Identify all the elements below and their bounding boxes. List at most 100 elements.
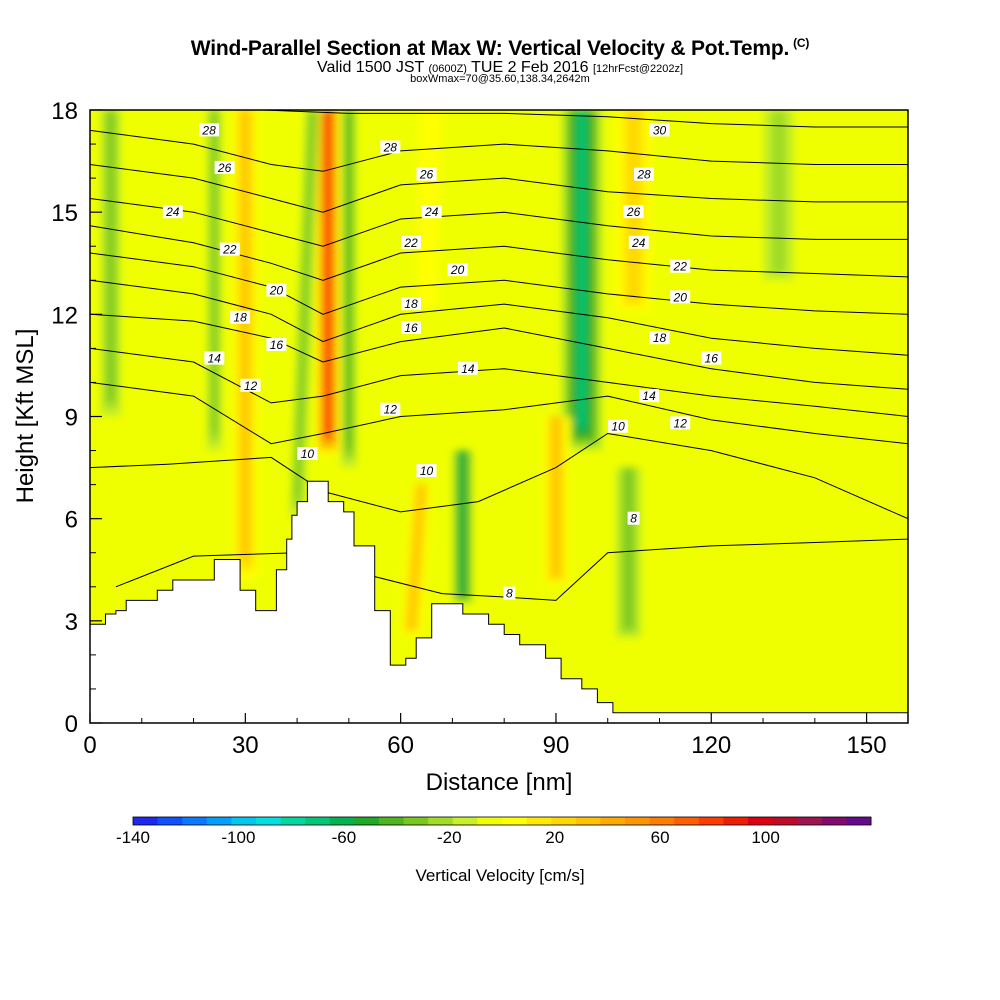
- colorbar-swatch: [354, 817, 380, 825]
- forecast-info: [12hrFcst@2202z]: [592, 63, 684, 75]
- theta-contours: [90, 110, 908, 601]
- contour-label-box: [266, 338, 287, 351]
- velocity-band: [294, 110, 316, 497]
- contour-label-box: [670, 259, 691, 273]
- y-tick-label: 9: [65, 405, 78, 432]
- contour-label-box: [627, 511, 640, 525]
- colorbar-swatch: [772, 817, 798, 825]
- colorbar-swatch: [698, 817, 724, 825]
- contour-label: 10: [420, 464, 434, 478]
- copyright-mark: (C): [793, 36, 810, 50]
- valid-zulu: (0600Z): [428, 63, 467, 75]
- contour-label-box: [416, 167, 437, 181]
- contour-label: 18: [653, 331, 667, 345]
- contour-label-box: [162, 205, 183, 219]
- velocity-band: [327, 110, 330, 433]
- contour-label: 16: [404, 321, 418, 335]
- velocity-band: [552, 416, 560, 576]
- y-tick-label: 15: [51, 200, 78, 227]
- contour-label-box: [204, 351, 225, 365]
- valid-date: TUE 2 Feb 2016: [471, 59, 589, 76]
- colorbar-swatch: [526, 817, 552, 825]
- contour-label: 24: [631, 236, 646, 250]
- contour-label-box: [634, 167, 654, 181]
- y-tick-label: 6: [65, 507, 78, 534]
- theta-contour-26: [90, 164, 908, 213]
- contour-label: 8: [630, 512, 637, 526]
- velocity-band: [242, 110, 249, 557]
- axes: 0 30 60 90 120 150 0 3 6 9 12 15 18: [51, 98, 886, 759]
- contour-label-box: [701, 351, 722, 365]
- contour-label: 28: [201, 123, 216, 137]
- contour-label-box: [297, 447, 318, 460]
- theta-contour-16: [90, 313, 908, 390]
- contour-label-box: [416, 464, 437, 477]
- x-tick-label: 30: [232, 732, 259, 759]
- x-tick-label: 0: [83, 732, 96, 759]
- contour-label-box: [670, 416, 691, 430]
- contour-label-box: [608, 419, 629, 433]
- contour-label-box: [503, 586, 516, 600]
- colorbar-swatch: [821, 817, 847, 825]
- contour-label: 26: [419, 168, 434, 182]
- x-tick-label: 90: [543, 732, 570, 759]
- contour-label-box: [240, 378, 261, 392]
- colorbar-tick-label: -100: [221, 828, 255, 847]
- colorbar-swatch: [748, 817, 774, 825]
- colorbar-swatch: [452, 817, 478, 825]
- velocity-band: [461, 450, 465, 594]
- colorbar-swatch: [157, 817, 183, 825]
- contour-label: 30: [653, 123, 667, 137]
- chart-title: Wind-Parallel Section at Max W: Vertical…: [190, 37, 790, 60]
- contour-label: 14: [461, 362, 475, 376]
- colorbar-swatch: [674, 817, 700, 825]
- plot-area: 28 26 24 22 20 18 16 14 12 10 28 26 24 22 20 18 16 14 12 10…: [90, 110, 908, 723]
- colorbar-swatch: [649, 817, 675, 825]
- contour-label: 16: [705, 352, 719, 366]
- x-tick-label: 60: [387, 732, 414, 759]
- y-tick-label: 12: [51, 302, 78, 329]
- colorbar-tick-label: 100: [751, 828, 779, 847]
- contour-label: 8: [506, 587, 513, 601]
- contour-label: 16: [270, 338, 284, 352]
- contour-label-box: [639, 389, 660, 403]
- colorbar-swatch: [600, 817, 626, 825]
- contour-label-box: [628, 235, 649, 249]
- contour-label: 12: [384, 403, 398, 417]
- colorbar-tick-label: -60: [332, 828, 357, 847]
- contour-label-box: [457, 361, 478, 375]
- valid-time-line: Valid 1500 JST (0600Z) TUE 2 Feb 2016 [1…: [0, 59, 1000, 77]
- contour-label-box: [670, 290, 691, 304]
- velocity-band: [578, 110, 585, 428]
- colorbar-label: Vertical Velocity [cm/s]: [415, 866, 584, 885]
- contour-label-box: [421, 205, 442, 219]
- contour-label-box: [266, 283, 287, 297]
- contour-label-box: [219, 242, 240, 256]
- colorbar-tick-label: -140: [116, 828, 150, 847]
- contour-label: 18: [404, 297, 418, 311]
- contour-label: 22: [673, 260, 688, 274]
- contour-label-box: [230, 310, 251, 324]
- contour-label: 22: [403, 236, 418, 250]
- colorbar-swatch: [575, 817, 601, 825]
- velocity-band: [624, 467, 633, 629]
- colorbar-swatch: [133, 817, 159, 825]
- colorbar-swatch: [846, 817, 872, 825]
- velocity-band: [408, 484, 424, 629]
- colorbar-swatch: [551, 817, 577, 825]
- theta-contour-12: [90, 381, 908, 445]
- y-tick-label: 0: [65, 711, 78, 738]
- theta-contour-18: [90, 279, 908, 356]
- theta-contour-20: [90, 252, 908, 315]
- contour-label: 24: [424, 205, 439, 219]
- colorbar-swatch: [182, 817, 208, 825]
- contour-label-box: [623, 205, 644, 219]
- contour-label: 28: [636, 168, 651, 182]
- y-tick-label: 18: [51, 98, 78, 125]
- x-tick-label: 150: [847, 732, 887, 759]
- contour-label: 20: [450, 263, 465, 277]
- y-tick-label: 3: [65, 609, 78, 636]
- velocity-band: [107, 110, 115, 401]
- colorbar-swatch: [477, 817, 503, 825]
